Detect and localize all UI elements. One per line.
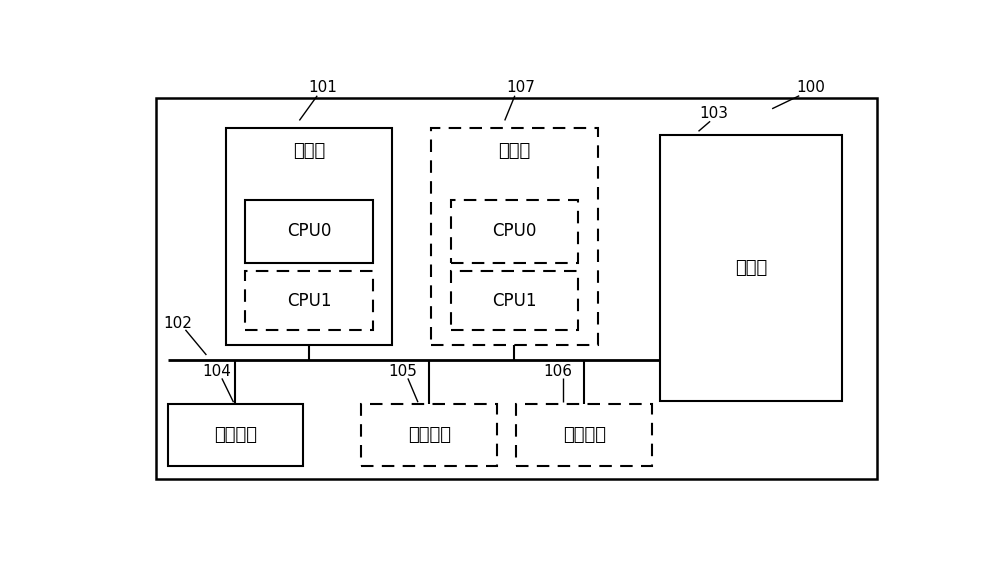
Bar [245, 271, 373, 330]
Bar [245, 200, 373, 262]
Text: 处理器: 处理器 [498, 142, 531, 160]
Text: 输入设备: 输入设备 [563, 426, 606, 444]
Text: 通信接口: 通信接口 [214, 426, 257, 444]
Text: 106: 106 [543, 364, 572, 379]
Bar [156, 98, 877, 480]
Text: CPU0: CPU0 [492, 222, 537, 240]
Text: CPU0: CPU0 [287, 222, 331, 240]
Text: 101: 101 [308, 79, 337, 95]
Text: 处理器: 处理器 [293, 142, 325, 160]
Bar [450, 200, 578, 262]
Text: 存储器: 存储器 [735, 259, 767, 277]
Text: 102: 102 [163, 316, 192, 331]
Text: 103: 103 [700, 106, 728, 120]
Text: 104: 104 [202, 364, 231, 379]
Text: 100: 100 [796, 79, 825, 95]
Text: 105: 105 [388, 364, 417, 379]
Bar [168, 404, 303, 466]
Bar [361, 404, 497, 466]
Bar [226, 128, 392, 345]
Bar [516, 404, 652, 466]
Text: CPU1: CPU1 [492, 292, 537, 310]
Text: 107: 107 [506, 79, 535, 95]
Bar [431, 128, 598, 345]
Text: 输出设备: 输出设备 [408, 426, 451, 444]
Text: CPU1: CPU1 [287, 292, 331, 310]
Bar [660, 135, 842, 401]
Bar [450, 271, 578, 330]
